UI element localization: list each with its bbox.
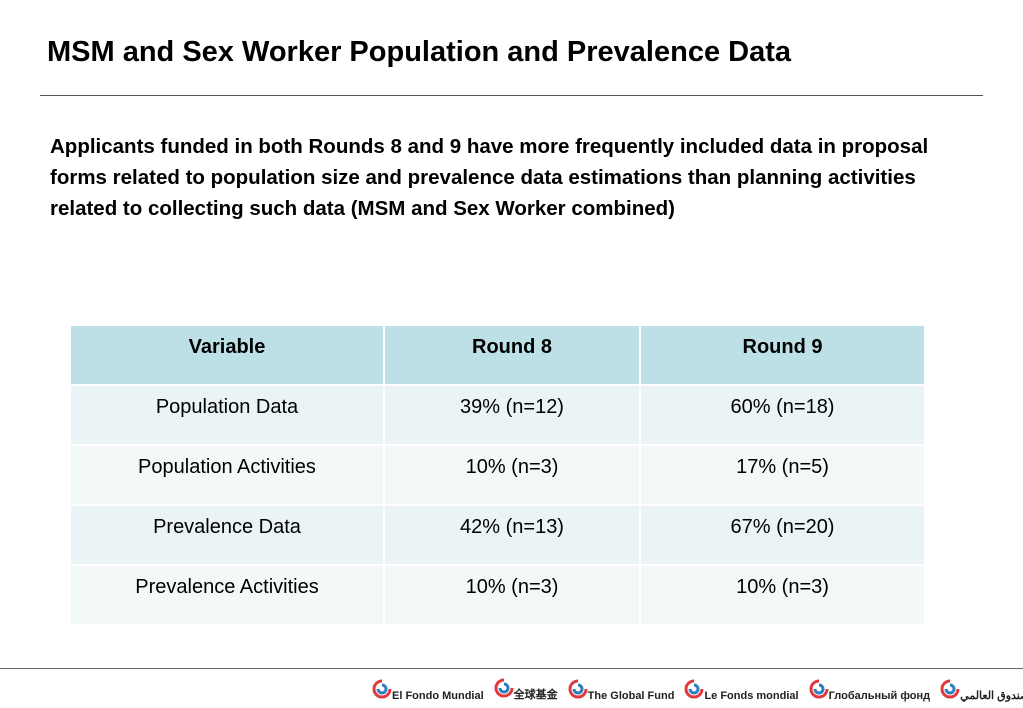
- table-row: Prevalence Data 42% (n=13) 67% (n=20): [69, 504, 926, 566]
- logo: The Global Fund: [568, 679, 675, 702]
- logo-icon: [494, 678, 514, 698]
- table-cell: 10% (n=3): [383, 564, 641, 626]
- table-row: Prevalence Activities 10% (n=3) 10% (n=3): [69, 564, 926, 626]
- table-cell: 10% (n=3): [383, 444, 641, 506]
- logo-text: الصندوق العالمي: [960, 689, 1023, 702]
- table: Variable Round 8 Round 9 Population Data…: [69, 324, 926, 626]
- footer-logos: El Fondo Mundial 全球基金 The Global Fund Le Fo…: [372, 678, 1023, 702]
- logo-text: Le Fonds mondial: [704, 689, 799, 702]
- table-cell: 10% (n=3): [639, 564, 926, 626]
- title: MSM and Sex Worker Population and Preval…: [47, 36, 792, 68]
- divider: [40, 95, 983, 96]
- logo-text: 全球基金: [513, 689, 558, 701]
- divider: [0, 668, 1023, 669]
- table-cell: Prevalence Activities: [69, 564, 385, 626]
- logo-icon: [684, 679, 704, 698]
- table-cell: Population Activities: [69, 444, 385, 506]
- table-cell: 67% (n=20): [639, 504, 926, 566]
- table-cell: 17% (n=5): [639, 444, 926, 506]
- logo: El Fondo Mundial: [372, 679, 484, 702]
- table-cell: 42% (n=13): [383, 504, 641, 566]
- table-cell: Prevalence Data: [69, 504, 385, 566]
- logo-icon: [809, 679, 829, 698]
- logo-text: El Fondo Mundial: [392, 689, 484, 702]
- logo: الصندوق العالمي: [940, 679, 1023, 702]
- header-cell: Round 8: [383, 324, 641, 386]
- logo: Le Fonds mondial: [684, 679, 799, 702]
- logo-icon: [372, 679, 392, 698]
- table-cell: Population Data: [69, 384, 385, 446]
- header-cell: Round 9: [639, 324, 926, 386]
- logo-icon: [568, 679, 588, 698]
- table-cell: 60% (n=18): [639, 384, 926, 446]
- logo-icon: [940, 679, 960, 698]
- table-row: Population Data 39% (n=12) 60% (n=18): [69, 384, 926, 446]
- logo-text: Глобальный фонд: [828, 689, 931, 702]
- table-cell: 39% (n=12): [383, 384, 641, 446]
- header-row: Variable Round 8 Round 9: [69, 324, 926, 386]
- logo: 全球基金: [494, 678, 558, 702]
- header-cell: Variable: [69, 324, 385, 386]
- logo-text: The Global Fund: [587, 689, 675, 702]
- logo: Глобальный фонд: [809, 679, 931, 702]
- table-row: Population Activities 10% (n=3) 17% (n=5): [69, 444, 926, 506]
- paragraph: Applicants funded in both Rounds 8 and 9…: [50, 135, 929, 220]
